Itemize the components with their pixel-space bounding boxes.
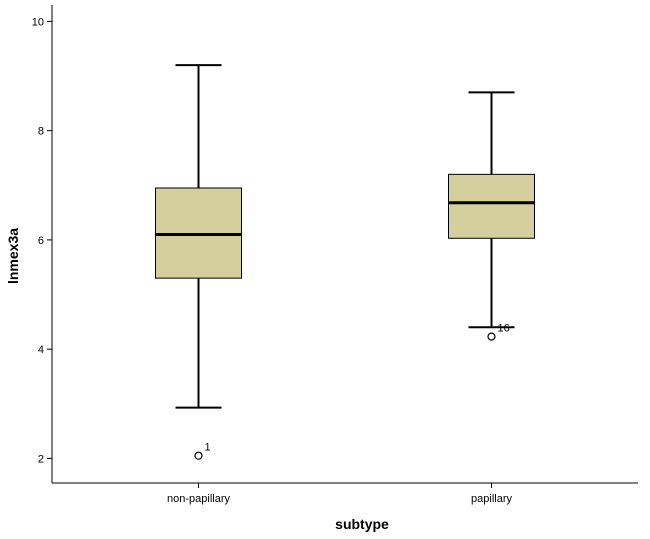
y-axis-title: lnmex3a bbox=[5, 228, 21, 284]
x-tick-label-papillary: papillary bbox=[471, 493, 512, 505]
y-tick-label-10: 10 bbox=[32, 16, 44, 28]
outlier-point bbox=[194, 451, 203, 460]
y-axis: 2 4 6 8 10 bbox=[32, 5, 53, 483]
y-tick-label-6: 6 bbox=[38, 235, 44, 247]
outlier-point bbox=[487, 332, 496, 341]
box-group-papillary: 16 bbox=[448, 91, 535, 341]
outlier-label: 16 bbox=[498, 323, 510, 335]
y-ticks: 2 4 6 8 10 bbox=[32, 16, 52, 465]
x-axis: non-papillary papillary bbox=[52, 482, 638, 505]
y-tick-label-8: 8 bbox=[38, 126, 44, 138]
boxes: 1 16 bbox=[155, 64, 535, 460]
x-tick-label-non-papillary: non-papillary bbox=[167, 493, 230, 505]
iqr-box bbox=[448, 173, 535, 239]
x-axis-title: subtype bbox=[335, 516, 389, 532]
y-tick-label-2: 2 bbox=[38, 453, 44, 465]
outlier-label: 1 bbox=[205, 442, 211, 454]
box-group-non-papillary: 1 bbox=[155, 64, 242, 460]
y-tick-label-4: 4 bbox=[38, 344, 44, 356]
x-ticks: non-papillary papillary bbox=[167, 483, 512, 505]
